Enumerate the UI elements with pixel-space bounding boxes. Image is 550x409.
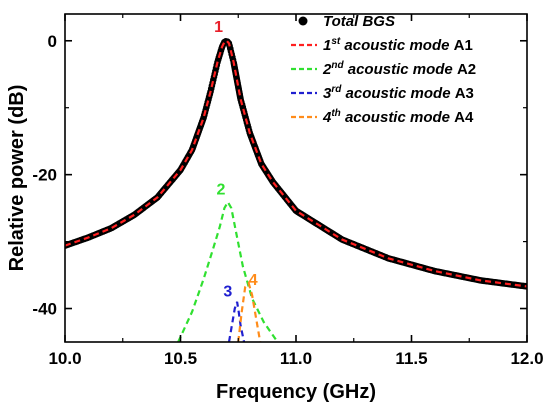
- legend-label: 4th acoustic mode A4: [322, 108, 474, 126]
- legend-label: Total BGS: [323, 13, 395, 30]
- series-line-mode-3: [227, 301, 246, 342]
- legend-label: 1st acoustic mode A1: [323, 36, 473, 54]
- legend-item: Total BGS: [298, 13, 395, 30]
- x-tick-label: 10.5: [164, 349, 197, 368]
- y-tick-label: -40: [32, 300, 57, 319]
- y-tick-label: 0: [48, 32, 57, 51]
- peak-annotations: 1 2 34: [214, 19, 258, 300]
- legend-item: 2nd acoustic mode A2: [291, 60, 476, 78]
- plot-series: [65, 38, 527, 342]
- series-line-mode-1: [65, 39, 527, 288]
- peak-label-4: 4: [249, 272, 258, 289]
- axes: 10.0 10.5 11.0 11.5 12.0 0 -20 -40: [32, 14, 544, 368]
- legend: Total BGS 1st acoustic mode A1 2nd acousti…: [291, 13, 476, 126]
- peak-label-2: 2: [216, 182, 225, 199]
- y-axis-title: Relative power (dB): [6, 85, 28, 272]
- x-tick-label: 11.0: [280, 349, 312, 368]
- peak-label-3: 3: [223, 283, 232, 300]
- legend-item: 1st acoustic mode A1: [291, 36, 473, 54]
- legend-marker-dot: [298, 16, 308, 26]
- x-tick-label: 12.0: [510, 349, 543, 368]
- x-tick-label: 11.5: [395, 349, 427, 368]
- series-line-mode-4: [237, 280, 262, 342]
- y-tick-label: -20: [32, 166, 57, 185]
- series-line-mode-2: [177, 199, 279, 342]
- legend-label: 2nd acoustic mode A2: [322, 60, 476, 78]
- legend-label: 3rd acoustic mode A3: [323, 84, 474, 102]
- peak-label-1: 1: [214, 19, 223, 36]
- x-tick-label: 10.0: [48, 349, 81, 368]
- legend-item: 3rd acoustic mode A3: [291, 84, 474, 102]
- x-axis-title: Frequency (GHz): [216, 381, 376, 403]
- legend-item: 4th acoustic mode A4: [291, 108, 474, 126]
